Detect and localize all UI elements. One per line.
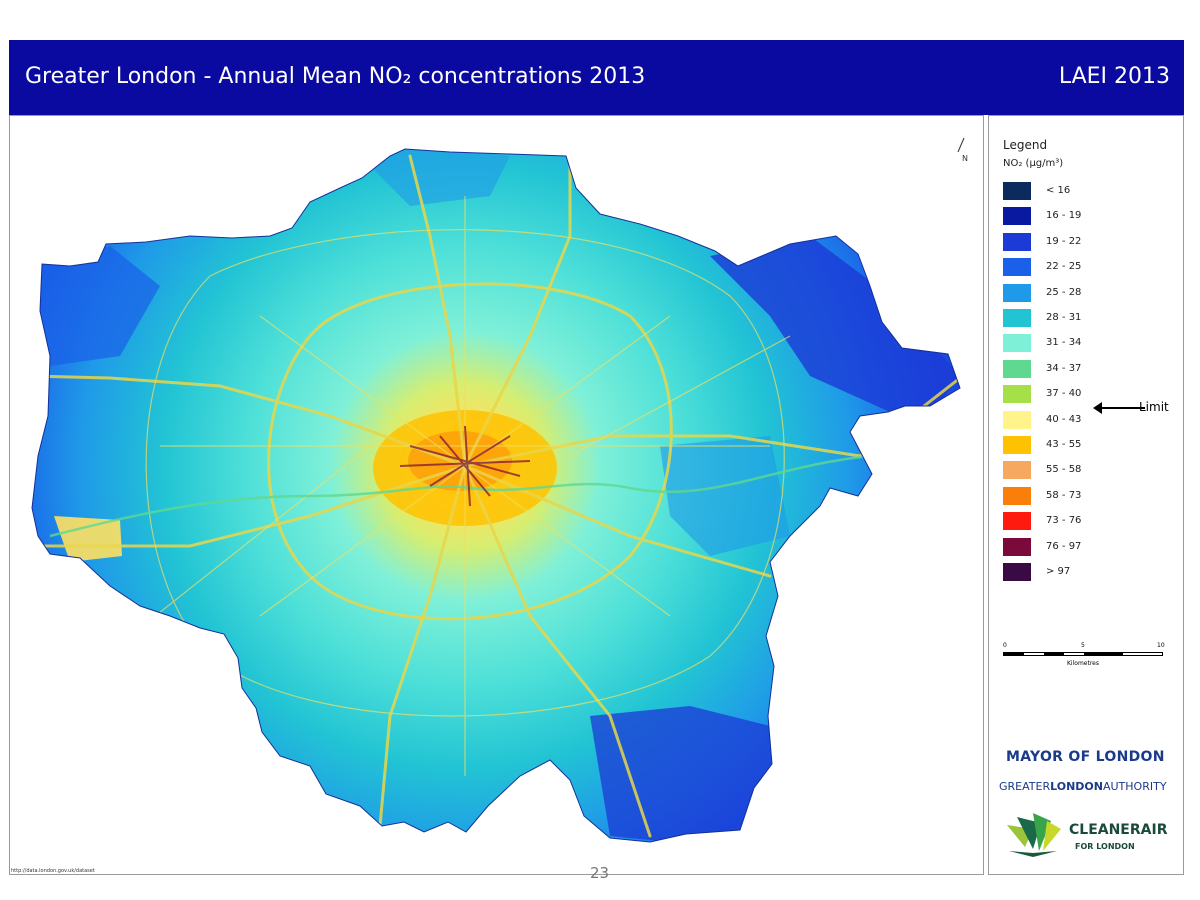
legend-label: > 97	[1046, 566, 1071, 577]
limit-arrow-icon	[1093, 402, 1145, 414]
legend-label: 16 - 19	[1046, 210, 1082, 222]
legend-swatch	[1003, 410, 1031, 429]
legend-swatch	[1003, 436, 1031, 454]
gla-logo: GREATERLONDONAUTHORITY	[999, 780, 1167, 793]
legend-swatch	[1003, 359, 1031, 378]
title-bar: Greater London - Annual Mean NO₂ concent…	[9, 40, 1184, 115]
legend-swatch	[1003, 537, 1031, 556]
legend-label: 40 - 43	[1046, 413, 1082, 425]
scale-tick-0: 0	[1003, 642, 1007, 649]
legend-label: 31 - 34	[1046, 337, 1082, 349]
legend-label: 76 - 97	[1046, 540, 1082, 552]
legend-label: 34 - 37	[1046, 362, 1082, 374]
dataset-tag: LAEI 2013	[1058, 64, 1170, 89]
legend-swatch	[1003, 207, 1031, 226]
legend-label: 73 - 76	[1046, 515, 1082, 527]
london-no2-map	[31, 148, 961, 843]
scale-tick-5: 5	[1081, 642, 1085, 649]
legend-swatch	[1003, 385, 1031, 404]
scale-unit: Kilometres	[1067, 660, 1099, 667]
legend-label: 58 - 73	[1046, 489, 1082, 501]
legend-swatch	[1003, 486, 1031, 505]
map-frame	[9, 115, 984, 875]
legend-title: Legend	[1003, 138, 1048, 152]
limit-label: Limit	[1139, 400, 1169, 414]
legend-swatch	[1003, 461, 1031, 480]
data-source-credit: http://data.london.gov.uk/dataset	[11, 868, 95, 874]
map-title: Greater London - Annual Mean NO₂ concent…	[25, 64, 646, 89]
legend-swatch	[1003, 512, 1031, 531]
legend-label: 22 - 25	[1046, 261, 1082, 273]
legend-label: < 16	[1046, 185, 1071, 196]
legend-label: 19 - 22	[1046, 235, 1082, 247]
north-arrow-icon	[957, 137, 965, 153]
legend-label: 25 - 28	[1046, 286, 1082, 298]
legend-label: 37 - 40	[1046, 388, 1082, 400]
legend-swatch	[1003, 563, 1031, 581]
cleaner-air-logo-text: CLEANERAIR	[1069, 822, 1168, 838]
cleaner-air-leaf-icon	[1007, 813, 1061, 857]
map-surface	[32, 149, 960, 842]
legend-swatch	[1003, 334, 1031, 353]
scale-tick-10: 10	[1157, 642, 1165, 649]
legend-unit: NO₂ (µg/m³)	[1003, 158, 1064, 169]
mayor-of-london-logo: MAYOR OF LONDON	[1006, 749, 1165, 765]
legend-panel: Legend NO₂ (µg/m³) < 16 16 - 19 19 - 22 22 …	[988, 115, 1184, 875]
legend-label: 55 - 58	[1046, 464, 1082, 476]
scale-bar-line	[1003, 652, 1163, 656]
legend-swatch	[1003, 182, 1031, 200]
legend-swatch	[1003, 283, 1031, 302]
north-label: N	[962, 154, 968, 163]
legend-label: 43 - 55	[1046, 439, 1082, 450]
page-number: 23	[590, 864, 610, 882]
legend-swatch	[1003, 258, 1031, 277]
legend-swatch	[1003, 232, 1031, 251]
legend-swatch	[1003, 309, 1031, 327]
for-london-text: FOR LONDON	[1075, 842, 1135, 851]
legend-label: 28 - 31	[1046, 312, 1082, 323]
